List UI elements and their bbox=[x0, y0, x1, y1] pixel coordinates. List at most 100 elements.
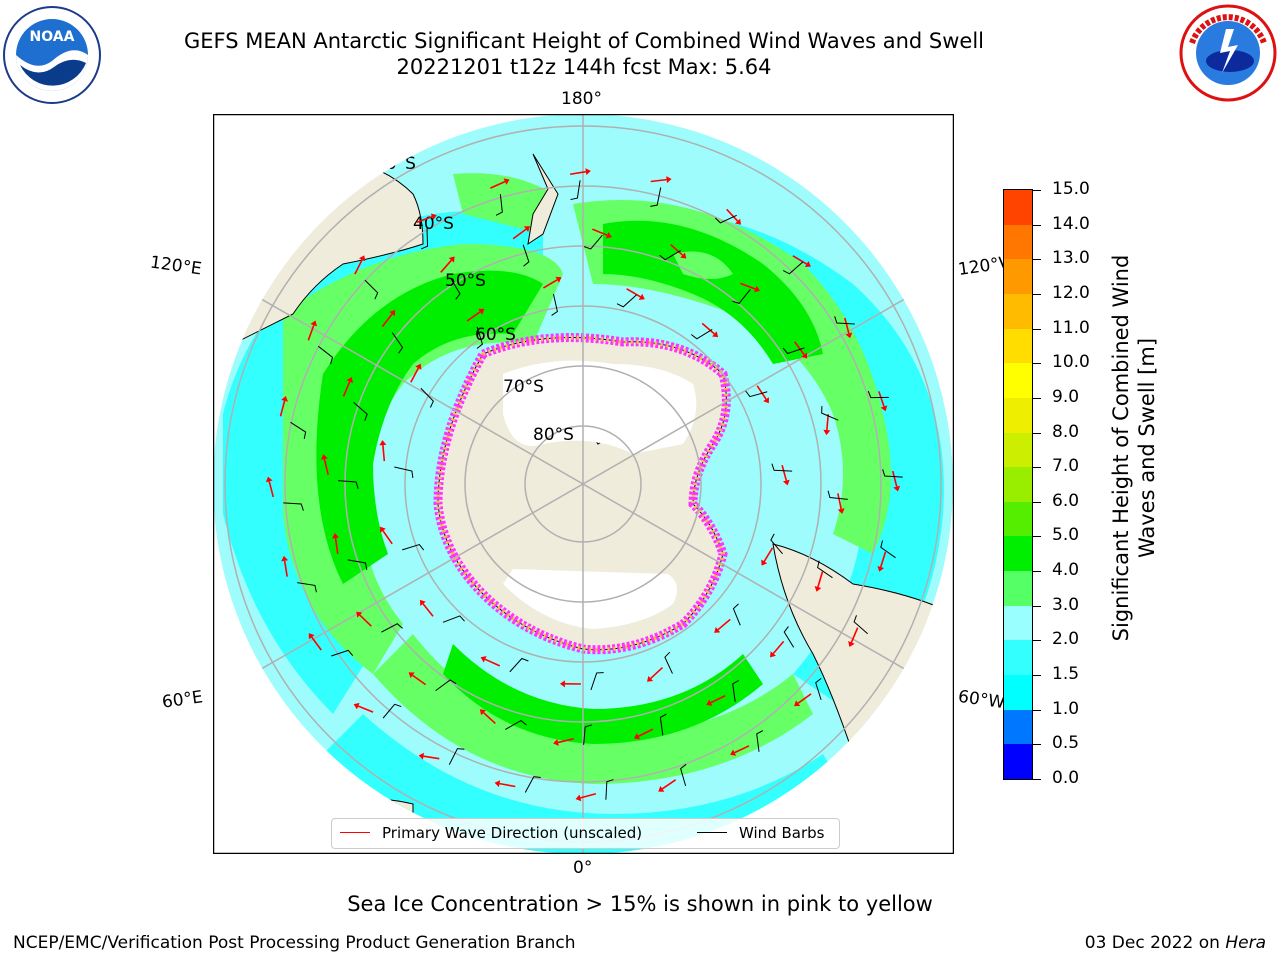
wind-barb bbox=[583, 234, 603, 250]
wave-arrow bbox=[543, 279, 558, 289]
colorbar-tick bbox=[1033, 259, 1041, 261]
wave-arrow-head bbox=[845, 332, 853, 339]
wind-barb bbox=[664, 651, 673, 674]
colorbar-segment bbox=[1004, 293, 1032, 329]
colorbar-tick-label: 6.0 bbox=[1052, 490, 1080, 511]
wind-barb bbox=[650, 187, 662, 207]
wave-arrow-head bbox=[389, 309, 396, 317]
wave-arrow-head bbox=[605, 231, 612, 239]
wave-arrow-head bbox=[848, 641, 855, 648]
colorbar-segment bbox=[1004, 639, 1032, 676]
wind-barb bbox=[290, 421, 307, 439]
legend-barb-swatch bbox=[697, 832, 727, 833]
wind-barb bbox=[420, 387, 434, 408]
colorbar-segment bbox=[1004, 501, 1032, 537]
wind-barb bbox=[714, 214, 737, 224]
wind-barb bbox=[690, 328, 713, 340]
colorbar-tick bbox=[1033, 397, 1041, 399]
wind-barb bbox=[867, 390, 889, 399]
colorbar-tick bbox=[1033, 709, 1041, 711]
chart-subtitle: 20221201 t12z 144h fcst Max: 5.64 bbox=[396, 55, 772, 79]
wind-barb bbox=[338, 480, 359, 489]
wave-arrow-head bbox=[523, 226, 531, 233]
wind-barb bbox=[331, 649, 354, 657]
wave-arrow-head bbox=[712, 331, 719, 338]
wind-barb bbox=[505, 719, 527, 730]
wind-barb bbox=[590, 672, 604, 691]
wind-barb bbox=[420, 228, 429, 250]
wind-barb bbox=[770, 533, 783, 555]
wave-arrow-head bbox=[893, 485, 901, 492]
wave-arrow bbox=[354, 259, 363, 275]
wave-arrow bbox=[740, 282, 756, 290]
wind-barb bbox=[450, 278, 461, 300]
wave-arrow-head bbox=[706, 699, 713, 706]
lon-label-60w: 60°W bbox=[956, 686, 1007, 714]
colorbar-tick bbox=[1033, 640, 1041, 642]
wind-barb bbox=[524, 776, 541, 793]
wave-arrow bbox=[638, 728, 654, 737]
wave-arrow-head bbox=[281, 395, 288, 402]
wind-barb bbox=[756, 730, 764, 752]
wave-arrow bbox=[844, 317, 850, 334]
lat-label-70s: 70°S bbox=[503, 377, 544, 397]
colorbar-tick-label: 11.0 bbox=[1052, 317, 1090, 338]
wind-barb bbox=[394, 466, 414, 479]
lat-label-50s: 50°S bbox=[445, 271, 486, 291]
nws-logo bbox=[1179, 4, 1277, 102]
colorbar-tick-label: 8.0 bbox=[1052, 421, 1080, 442]
wind-barb bbox=[347, 559, 368, 570]
wave-arrow-head bbox=[408, 672, 415, 679]
wave-arrow bbox=[710, 694, 726, 704]
colorbar-tick-label: 15.0 bbox=[1052, 179, 1090, 199]
wave-arrow bbox=[797, 693, 812, 704]
wave-arrow-head bbox=[761, 559, 768, 566]
wind-barb bbox=[827, 490, 848, 500]
colorbar-segment bbox=[1004, 535, 1032, 572]
wind-barb bbox=[551, 293, 558, 316]
wave-arrow-head bbox=[479, 709, 486, 716]
lon-label-0: 0° bbox=[573, 858, 593, 878]
polar-map: 30°S 40°S 50°S 60°S 70°S 80°S bbox=[213, 114, 954, 854]
colorbar-tick-label: 14.0 bbox=[1052, 213, 1090, 234]
colorbar-tick-label: 13.0 bbox=[1052, 248, 1090, 269]
wave-arrow bbox=[440, 259, 452, 273]
colorbar-tick-label: 10.0 bbox=[1052, 352, 1090, 373]
wind-barb bbox=[297, 582, 317, 593]
colorbar-tick bbox=[1033, 224, 1041, 226]
wind-barb bbox=[382, 703, 402, 719]
wind-barb bbox=[732, 289, 751, 304]
colorbar-segment bbox=[1004, 743, 1032, 779]
colorbar-tick-label: 12.0 bbox=[1052, 282, 1090, 303]
legend-wave-swatch bbox=[340, 832, 370, 833]
wave-direction-arrows bbox=[265, 168, 901, 802]
wave-arrow bbox=[580, 792, 597, 799]
colorbar-tick-label: 5.0 bbox=[1052, 525, 1080, 546]
wave-arrow-head bbox=[430, 213, 437, 221]
wave-arrow-head bbox=[419, 599, 426, 606]
legend-barb-label: Wind Barbs bbox=[739, 824, 825, 842]
wave-arrow bbox=[756, 385, 767, 400]
wind-barb bbox=[783, 626, 795, 648]
lat-label-60s: 60°S bbox=[475, 325, 516, 345]
wave-arrow bbox=[490, 180, 506, 189]
wind-barb bbox=[732, 603, 741, 626]
wind-barb bbox=[402, 543, 425, 551]
wave-arrow bbox=[792, 255, 808, 265]
wave-arrow bbox=[772, 640, 785, 655]
wave-arrow-head bbox=[633, 733, 640, 740]
colorbar-tick bbox=[1033, 744, 1041, 746]
wave-arrow bbox=[359, 614, 372, 627]
wind-barb bbox=[605, 779, 614, 800]
colorbar-segment bbox=[1004, 605, 1032, 641]
wave-arrow bbox=[878, 391, 885, 407]
wind-barb bbox=[821, 406, 839, 421]
wind-barb bbox=[353, 401, 368, 421]
wave-arrow bbox=[661, 779, 677, 790]
wave-arrow bbox=[334, 537, 339, 554]
wave-arrow bbox=[512, 228, 527, 240]
wave-arrow bbox=[781, 464, 788, 481]
generation-date: 03 Dec 2022 on Hera bbox=[1085, 933, 1266, 953]
wind-barb bbox=[476, 326, 483, 349]
colorbar-tick-label: 0.0 bbox=[1052, 768, 1080, 788]
